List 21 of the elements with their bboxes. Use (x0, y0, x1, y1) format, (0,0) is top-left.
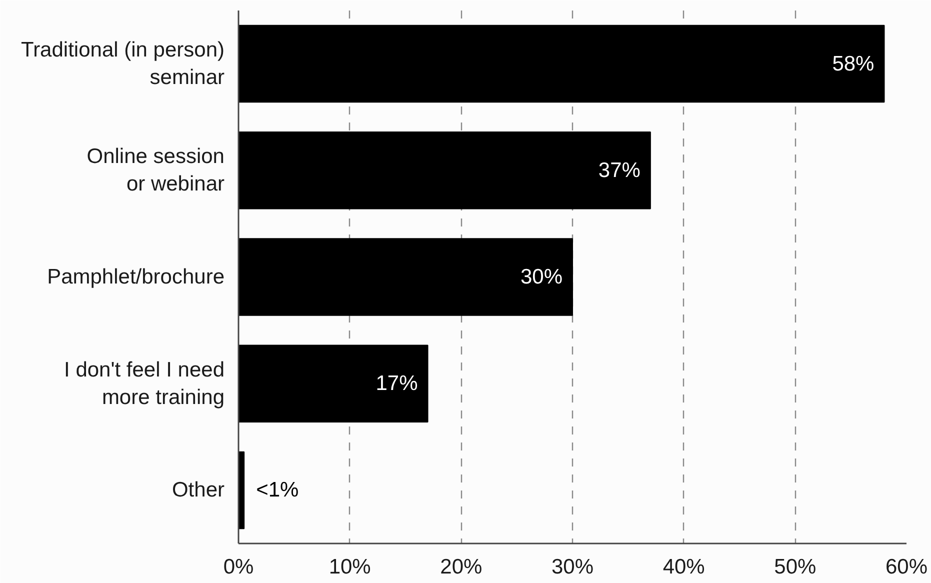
x-tick-label: 0% (223, 556, 254, 578)
x-tick-label: 30% (551, 556, 594, 578)
data-label: 37% (598, 158, 640, 182)
x-tick-label: 40% (662, 556, 705, 578)
y-tick-label: Other (172, 478, 225, 502)
data-label: <1% (256, 478, 299, 502)
bar (238, 238, 573, 316)
x-tick-label: 50% (774, 556, 816, 578)
y-tick-label: Pamphlet/brochure (47, 266, 225, 288)
bar (238, 24, 885, 103)
data-label: 58% (832, 52, 874, 76)
y-tick-label: Traditional (in person) seminar (21, 38, 225, 90)
y-tick-label: Online session or webinar (86, 145, 225, 196)
y-tick-label: I don't feel I need more training (64, 358, 225, 409)
data-label: 17% (376, 372, 418, 396)
x-tick-label: 10% (328, 556, 371, 578)
bar (238, 132, 651, 210)
x-tick-label: 60% (885, 556, 928, 578)
x-tick-label: 20% (440, 556, 482, 578)
data-label: 30% (520, 266, 562, 288)
bar (238, 344, 428, 422)
